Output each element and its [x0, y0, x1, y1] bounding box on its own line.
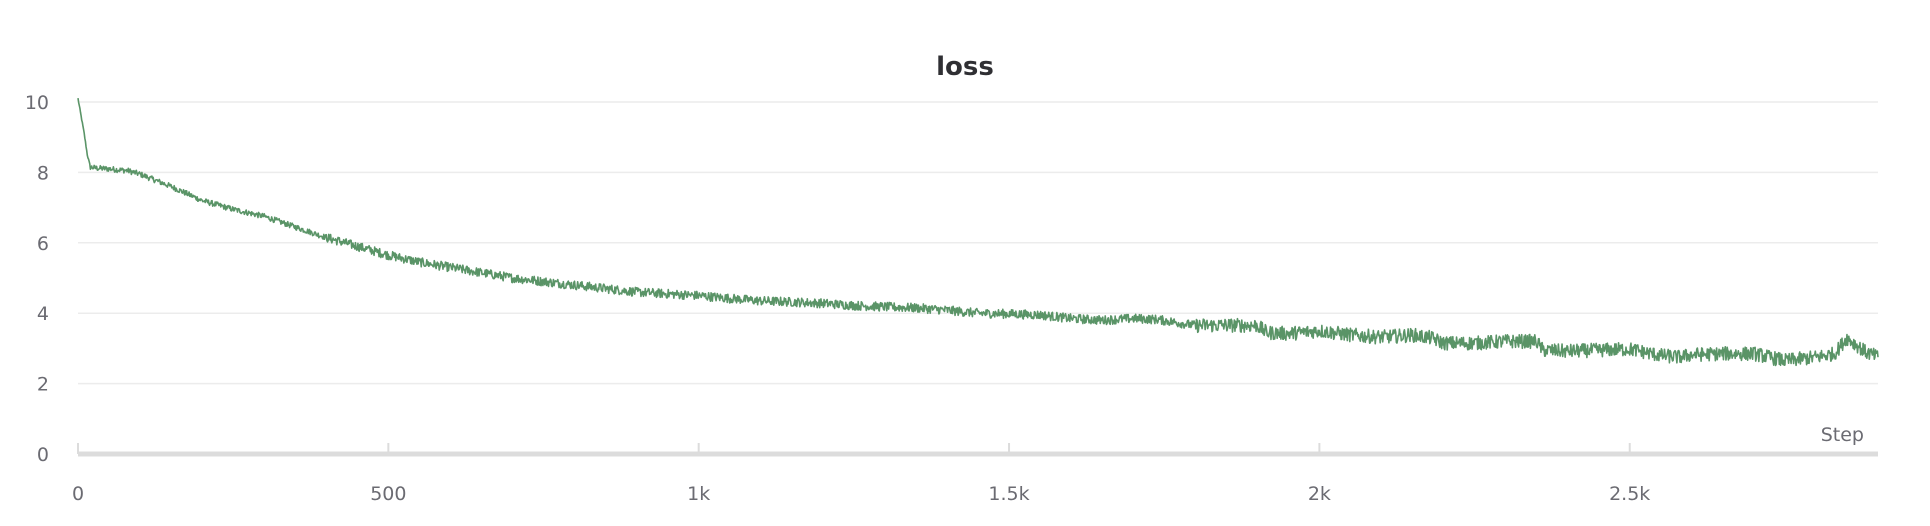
y-tick-label: 8 — [37, 162, 49, 184]
x-tick-label: 500 — [370, 483, 406, 505]
grid-lines — [78, 101, 1878, 385]
y-tick-label: 10 — [25, 92, 49, 114]
x-tick-label: 0 — [72, 483, 84, 505]
series-group — [77, 98, 1879, 367]
series-line — [77, 98, 1879, 367]
x-axis-ticks: 0 500 1k 1.5k 2k 2.5k — [72, 443, 1650, 505]
y-tick-label: 2 — [37, 374, 49, 396]
y-axis-ticks: 0 2 4 6 8 10 — [25, 92, 49, 466]
x-tick-label: 2.5k — [1609, 483, 1650, 505]
x-tick-label: 1k — [687, 483, 710, 505]
x-axis-label: Step — [1821, 424, 1864, 446]
x-tick-label: 2k — [1308, 483, 1331, 505]
chart-title: loss — [936, 52, 994, 82]
x-tick-label: 1.5k — [988, 483, 1029, 505]
y-tick-label: 0 — [37, 444, 49, 466]
y-tick-label: 6 — [37, 233, 49, 255]
y-tick-label: 4 — [37, 303, 49, 325]
